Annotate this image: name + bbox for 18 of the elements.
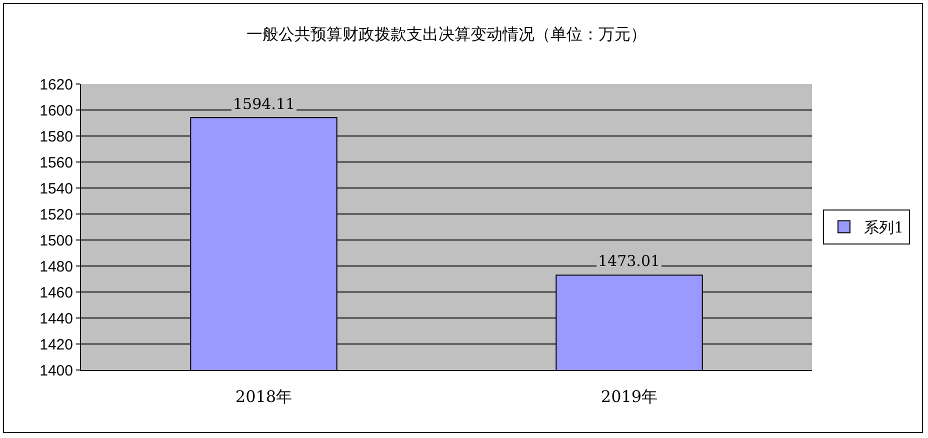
y-tick-label: 1580 — [40, 128, 73, 146]
y-tick-label: 1500 — [40, 232, 73, 250]
data-label: 1594.11 — [233, 95, 296, 113]
y-tick-label: 1400 — [40, 362, 73, 380]
chart-title: 一般公共预算财政拨款支出决算变动情况（单位：万元） — [246, 24, 646, 44]
y-tick-label: 1480 — [40, 258, 73, 276]
y-tick-label: 1620 — [40, 76, 73, 94]
x-tick-label: 2019年 — [600, 387, 658, 406]
y-tick-label: 1600 — [40, 102, 73, 120]
y-tick-label: 1420 — [40, 336, 73, 354]
data-label: 1473.01 — [598, 252, 660, 270]
y-tick-label: 1560 — [40, 154, 73, 172]
y-tick-label: 1440 — [40, 310, 73, 328]
y-tick-label: 1540 — [40, 180, 73, 198]
y-tick-label: 1520 — [40, 206, 73, 224]
legend-label: 系列1 — [864, 218, 904, 237]
y-tick-label: 1460 — [40, 284, 73, 302]
x-tick-label: 2018年 — [235, 387, 292, 406]
